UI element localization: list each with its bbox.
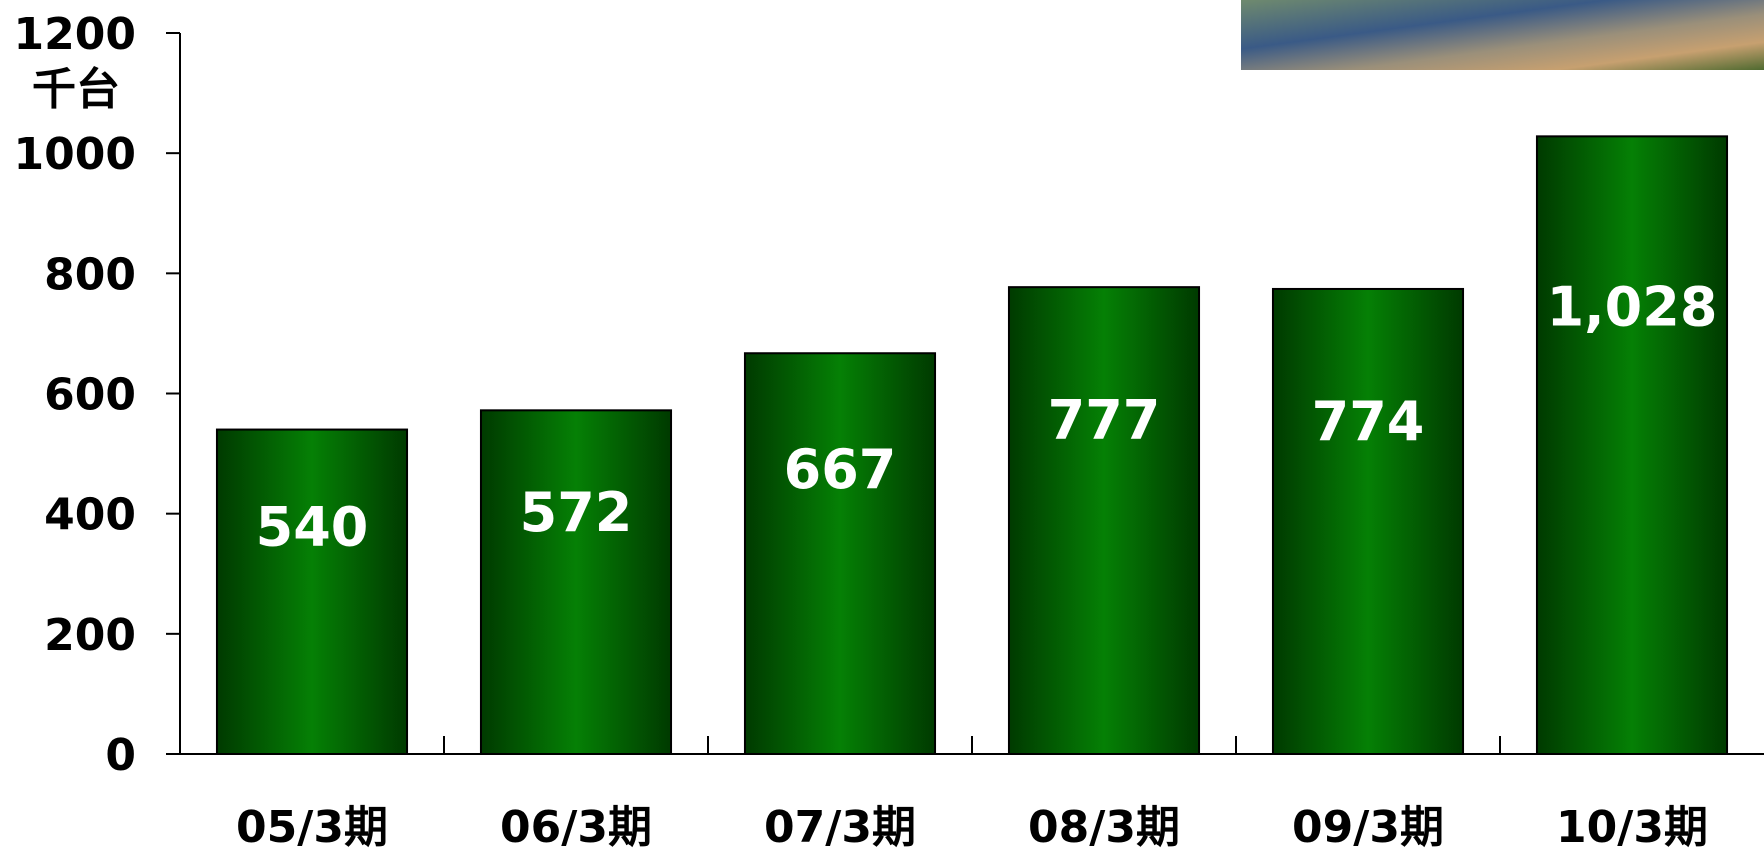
photo <box>1241 0 1764 70</box>
y-tick-label: 200 <box>44 610 136 661</box>
value-label: 774 <box>1312 390 1425 453</box>
y-tick-label: 0 <box>105 730 136 781</box>
y-tick-label: 800 <box>44 249 136 300</box>
x-tick-label: 08/3期 <box>1028 802 1180 853</box>
bar <box>743 352 937 755</box>
x-tick-label: 09/3期 <box>1292 802 1444 853</box>
value-label: 540 <box>256 495 369 558</box>
bar <box>1271 287 1465 755</box>
value-label: 667 <box>784 438 897 501</box>
value-label: 572 <box>520 481 633 544</box>
bar <box>1007 286 1201 755</box>
y-tick-label: 400 <box>44 490 136 541</box>
y-tick-label: 1200 <box>14 9 136 60</box>
bar <box>1535 135 1729 756</box>
x-tick-label: 10/3期 <box>1556 802 1708 853</box>
x-tick-label: 06/3期 <box>500 802 652 853</box>
bar <box>479 409 673 755</box>
x-tick-label: 05/3期 <box>236 802 388 853</box>
y-tick-label: 600 <box>44 370 136 421</box>
unit-label: 千台 <box>32 64 120 115</box>
value-label: 1,028 <box>1547 275 1718 338</box>
value-label: 777 <box>1048 389 1161 452</box>
bar <box>215 428 409 755</box>
y-tick-label: 1000 <box>14 129 136 180</box>
x-tick-label: 07/3期 <box>764 802 916 853</box>
